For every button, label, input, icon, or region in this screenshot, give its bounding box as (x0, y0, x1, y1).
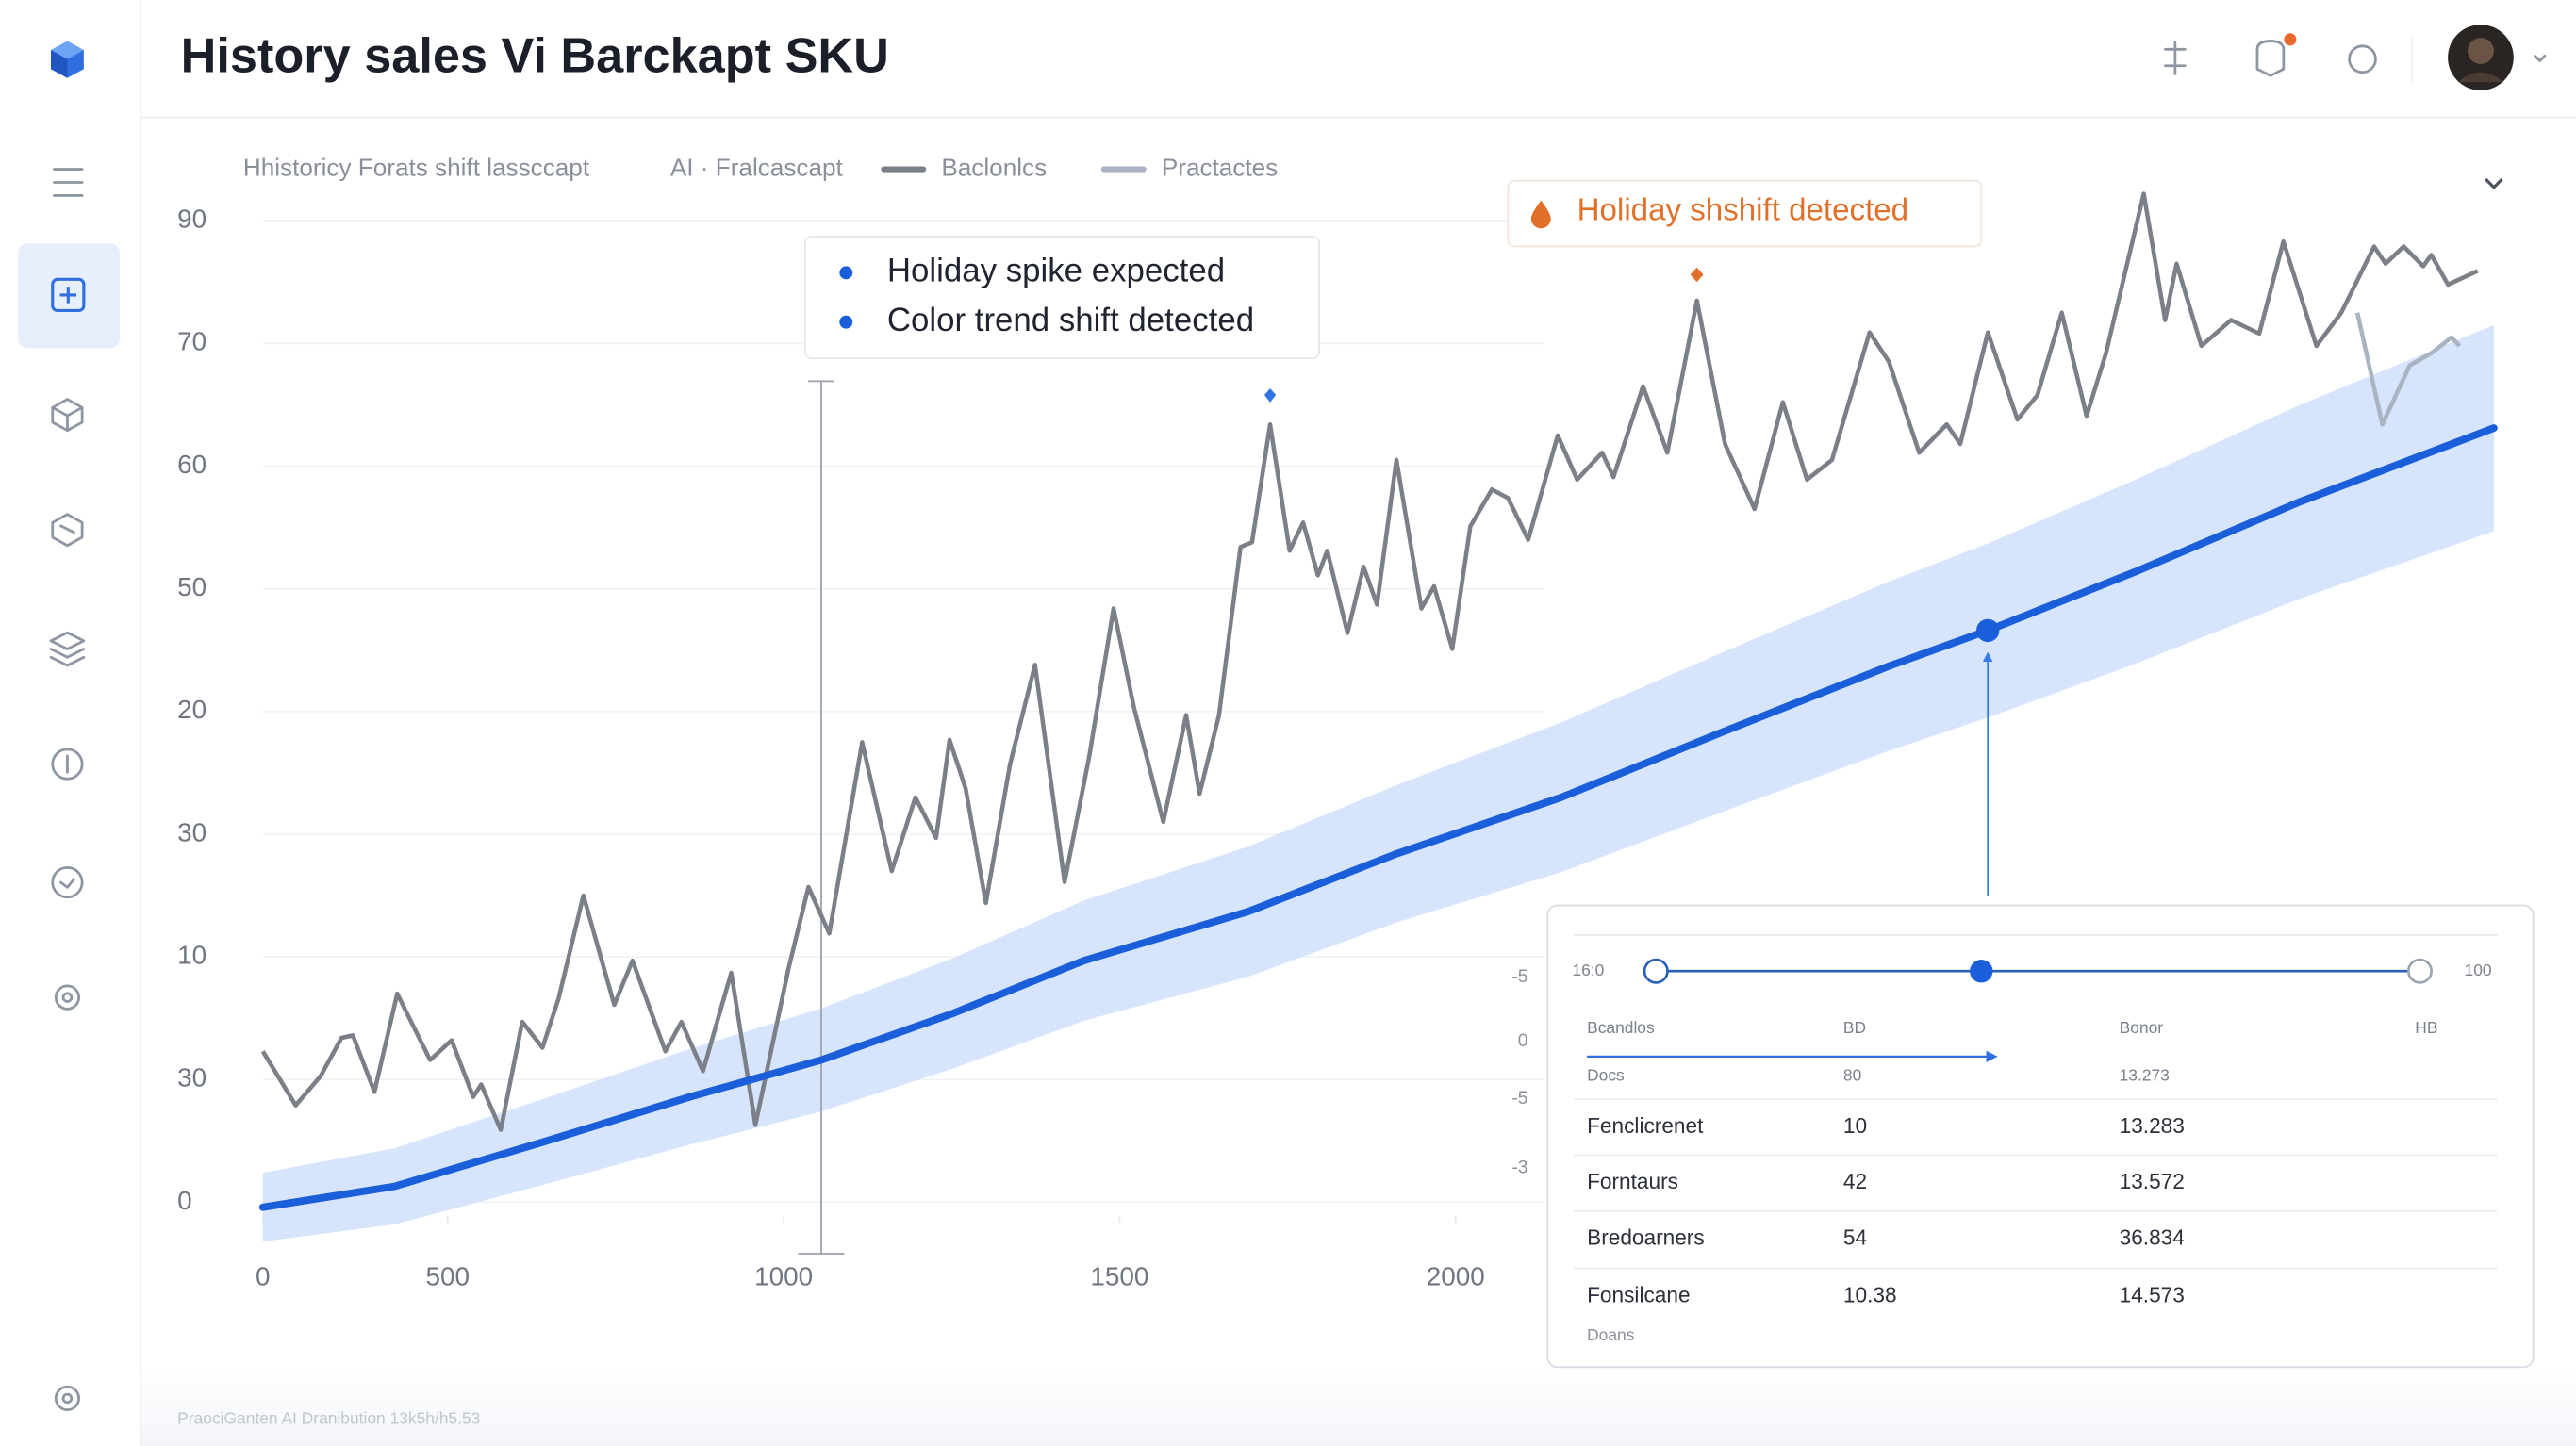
legend-label: Hhistoricy Forats shift lassccapt (243, 153, 590, 181)
annotation-text: Color trend shift detected (887, 302, 1254, 338)
clock-icon[interactable] (51, 866, 84, 899)
y-tick-label: 70 (177, 327, 206, 356)
annotation-text: Holiday spike expected (887, 253, 1225, 289)
table-cell: 13.572 (2120, 1169, 2185, 1193)
y-tick-label: 30 (177, 1063, 206, 1093)
table-footer: Doans (1587, 1325, 1635, 1344)
table-header: HB (2415, 1018, 2437, 1037)
table-cell: 13.273 (2120, 1065, 2170, 1084)
alert-icon (1530, 200, 1551, 229)
series-line (2354, 312, 2462, 427)
y-tick-label: 0 (177, 1186, 192, 1215)
slider-max: 100 (2465, 961, 2492, 979)
legend: Hhistoricy Forats shift lassccapt AI · F… (243, 153, 1278, 181)
notification-icon[interactable] (2255, 30, 2299, 77)
table-cell: Forntaurs (1587, 1169, 1678, 1193)
alert-marker (1690, 267, 1704, 283)
table-cell: Bredoarners (1587, 1224, 1705, 1249)
legend-label: Baclonlcs (941, 153, 1047, 181)
legend-label: Practactes (1162, 153, 1278, 181)
gear-icon[interactable] (54, 984, 81, 1011)
table-cell: 42 (1843, 1169, 1867, 1193)
y-tick-label: 20 (177, 695, 206, 724)
bottom-strip (140, 1367, 2576, 1446)
filter-icon[interactable] (2164, 41, 2187, 75)
panel-bg (1546, 904, 2535, 1369)
y-tick-label: 10 (177, 940, 206, 969)
table-cell: 10.38 (1843, 1282, 1897, 1306)
panel-axis-label: -5 (1511, 1089, 1527, 1109)
y-tick-label: 50 (177, 572, 206, 601)
panel-axis-label: -5 (1511, 967, 1527, 987)
sidebar (0, 0, 141, 1446)
table-header: Bonor (2120, 1018, 2164, 1037)
x-tick-label: 500 (426, 1262, 471, 1291)
detail-panel: 16:0 100 Doans -5 0 -5 -3 Bcandlos BD Bonor HB D… (1511, 904, 2535, 1369)
panel-axis-label: 0 (1518, 1031, 1528, 1051)
page-title: History sales Vi Barckapt SKU (181, 29, 889, 84)
avatar[interactable] (2448, 25, 2514, 90)
series-line (260, 191, 2479, 1132)
highlight-arrow (1982, 651, 1993, 663)
x-tick-label: 2000 (1427, 1262, 1485, 1291)
table-cell: Docs (1587, 1065, 1625, 1084)
table-cell: Fonsilcane (1587, 1282, 1690, 1306)
layers-icon[interactable] (49, 631, 86, 667)
event-marker (1263, 388, 1277, 403)
slider-handle[interactable] (1643, 958, 1669, 984)
y-tick-label: 90 (177, 205, 206, 234)
highlight-point (1975, 618, 2000, 643)
legend-label: AI · Fralcascapt (670, 153, 844, 181)
slider-min: 16:0 (1572, 961, 1604, 979)
annotation-bg (803, 236, 1320, 359)
progress-arrow (1986, 1050, 1998, 1062)
chart-menu-chevron[interactable] (2485, 177, 2503, 189)
account-chevron[interactable] (2534, 54, 2547, 62)
table-cell: 10 (1843, 1113, 1867, 1138)
table-cell: 54 (1843, 1224, 1867, 1249)
annotation-dot (839, 266, 853, 280)
x-tick-label: 1500 (1090, 1262, 1148, 1291)
help-icon[interactable] (2348, 44, 2377, 74)
table-header: Bcandlos (1587, 1018, 1655, 1037)
alert-box: Holiday shshift detected (1507, 179, 1983, 248)
menu-icon[interactable] (53, 168, 84, 197)
y-tick-label: 30 (177, 817, 206, 846)
slider-handle[interactable] (1970, 960, 1993, 983)
annotation-box: Holiday spike expected Color trend shift … (803, 236, 1320, 359)
x-tick-label: 0 (256, 1262, 271, 1291)
table-cell: 13.283 (2120, 1113, 2185, 1138)
table-cell: 14.573 (2120, 1282, 2185, 1306)
table-header: BD (1843, 1018, 1866, 1037)
alert-bg (1507, 179, 1983, 248)
table-cell: 36.834 (2120, 1224, 2185, 1249)
add-icon[interactable] (51, 277, 86, 313)
box-icon[interactable] (51, 513, 84, 548)
x-tick-label: 1000 (754, 1262, 813, 1291)
y-tick-label: 60 (177, 450, 206, 479)
cube-icon[interactable] (51, 398, 84, 433)
settings-icon[interactable] (54, 1385, 81, 1412)
coin-icon[interactable] (51, 748, 84, 781)
slider-handle[interactable] (2406, 958, 2433, 984)
forecast-line (258, 424, 2498, 1211)
table-cell: 80 (1843, 1065, 1861, 1084)
panel-axis-label: -3 (1511, 1158, 1527, 1177)
table-cell: Fenclicrenet (1587, 1113, 1704, 1138)
sidebar-bg (0, 0, 140, 1446)
alert-text: Holiday shshift detected (1577, 193, 1908, 228)
annotation-dot (839, 315, 853, 329)
footer-text: PraociGanten AI Dranibution 13k5h/h5.53 (177, 1409, 480, 1428)
